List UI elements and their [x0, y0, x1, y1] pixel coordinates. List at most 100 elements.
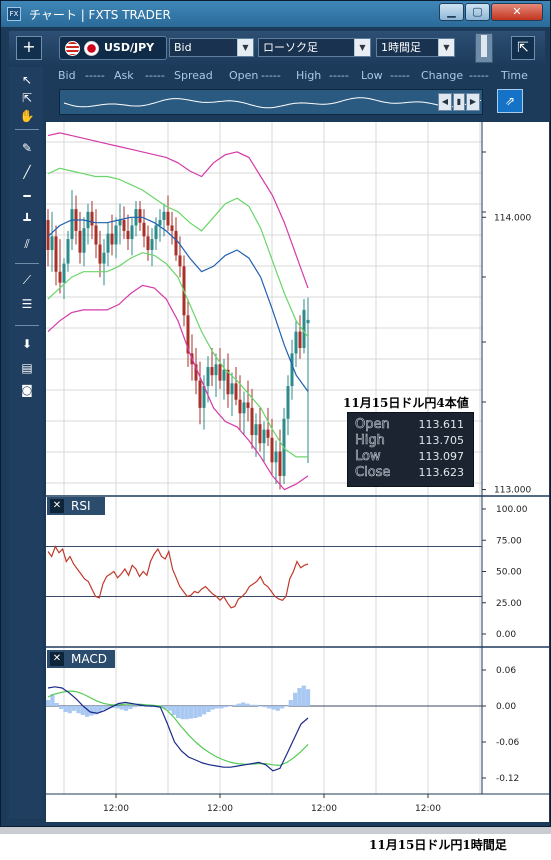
- macd-histogram-bar: [132, 706, 137, 708]
- macd-line: [47, 686, 309, 772]
- auto-scroll-button[interactable]: ⇗: [497, 89, 523, 113]
- toolbar-scroll-thumb[interactable]: [481, 35, 487, 57]
- open-value: -----: [261, 69, 281, 82]
- bollinger-mid-lower-line: [47, 252, 308, 458]
- time-tick-label: 12:00: [207, 804, 233, 814]
- close-button[interactable]: ✕: [491, 3, 543, 21]
- macd-histogram-bar: [245, 703, 250, 706]
- macd-histogram-bar: [228, 706, 233, 707]
- close-value: 113.623: [418, 466, 465, 479]
- add-chart-button[interactable]: +: [16, 36, 42, 60]
- time-tick-label: 12:00: [311, 804, 337, 814]
- macd-histogram-bar: [50, 694, 55, 706]
- app-logo-icon: FX: [7, 7, 21, 21]
- candle-body: [126, 230, 130, 240]
- scroll-right-button[interactable]: ▶: [466, 93, 480, 111]
- macd-histogram-bar: [119, 706, 124, 710]
- candle-body: [234, 383, 238, 400]
- candle-body: [62, 263, 66, 283]
- crosshair-pointer-icon[interactable]: ⇱: [21, 91, 33, 105]
- overview-sparkline: [63, 97, 482, 109]
- title-bar[interactable]: FX チャート | FXTS TRADER ▁ ▢ ✕: [1, 1, 550, 27]
- macd-histogram-bar: [306, 689, 311, 706]
- macd-histogram-bar: [85, 706, 90, 717]
- macd-histogram-bar: [67, 706, 72, 714]
- rsi-line: [47, 545, 309, 609]
- pencil-icon[interactable]: ✎: [21, 141, 33, 155]
- macd-histogram-bar: [54, 703, 59, 706]
- macd-histogram-bar: [219, 706, 224, 709]
- macd-histogram-bar: [180, 706, 185, 720]
- macd-histogram-bar: [128, 706, 133, 709]
- rsi-tick-label: 25.00: [496, 599, 522, 609]
- candle-body: [258, 424, 262, 444]
- period-select[interactable]: 1時間足 ▼: [376, 38, 455, 57]
- trendline-icon[interactable]: ╱: [23, 165, 31, 179]
- vertical-line-icon[interactable]: ┻: [23, 213, 31, 227]
- candle-body: [130, 225, 134, 240]
- candle-body: [114, 225, 118, 245]
- expand-arrow-button[interactable]: ⇱: [511, 36, 535, 60]
- minimize-button[interactable]: ▁: [439, 3, 464, 21]
- macd-histogram-bar: [241, 702, 246, 706]
- candle-body: [246, 402, 250, 408]
- rsi-panel-tab: ✕ RSI: [47, 497, 105, 515]
- scroll-left-button[interactable]: ◀: [438, 93, 452, 111]
- camera-icon[interactable]: ◙: [21, 383, 33, 397]
- low-label: Low: [355, 449, 381, 465]
- macd-histogram-bar: [141, 706, 146, 707]
- ohlc-caption: 11月15日ドル円4本値: [343, 396, 469, 410]
- chart-type-select[interactable]: ローソク足 ▼: [258, 38, 371, 57]
- macd-histogram-bar: [223, 706, 228, 708]
- candle-body: [206, 367, 210, 387]
- pointer-icon[interactable]: ↖: [21, 73, 33, 87]
- candle-body: [118, 220, 122, 226]
- parallel-lines-icon[interactable]: ⫽: [24, 237, 30, 251]
- macd-histogram-bar: [93, 706, 98, 715]
- window-bottom-border: [0, 827, 551, 834]
- candle-body: [218, 364, 222, 381]
- candle-body: [238, 399, 242, 414]
- download-icon[interactable]: ⬇: [21, 337, 33, 351]
- candle-body: [66, 239, 70, 264]
- macd-histogram-bar: [184, 706, 189, 720]
- ohlc-tooltip: Open 113.611 High 113.705 Low 113.097 Cl…: [347, 412, 474, 487]
- candle-body: [194, 364, 198, 381]
- candle-body: [90, 211, 94, 226]
- candle-body: [178, 255, 182, 267]
- currency-pair-label: USD/JPY: [104, 41, 155, 54]
- macd-histogram-bar: [275, 706, 280, 711]
- list-icon[interactable]: ▤: [21, 361, 33, 375]
- macd-histogram-bar: [102, 706, 107, 710]
- macd-histogram-bar: [293, 692, 298, 706]
- currency-pair-button[interactable]: USD/JPY: [59, 36, 167, 60]
- fibonacci-icon[interactable]: ☰: [21, 297, 33, 311]
- candle-body: [166, 211, 170, 226]
- macd-panel-tab: ✕ MACD: [47, 650, 115, 668]
- chart-canvas[interactable]: 114.000 113.000 100.00 75.00 50.00 25.00 0.00 0…: [46, 122, 549, 822]
- low-value: -----: [390, 69, 410, 82]
- rsi-close-icon[interactable]: ✕: [50, 499, 64, 513]
- hand-icon[interactable]: ✋: [19, 109, 35, 123]
- candle-body: [82, 228, 86, 253]
- candle-body: [302, 309, 306, 348]
- high-value: 113.705: [418, 434, 465, 447]
- candle-body: [54, 236, 58, 272]
- macd-histogram-bar: [72, 706, 77, 711]
- candle-body: [58, 271, 62, 283]
- macd-histogram-bar: [254, 704, 259, 706]
- candle-body: [262, 429, 266, 444]
- fan-icon[interactable]: ⟋: [22, 273, 32, 287]
- price-type-select[interactable]: Bid ▼: [169, 38, 254, 57]
- candle-body: [202, 386, 206, 408]
- horizontal-line-icon[interactable]: ━: [23, 189, 31, 203]
- time-tick-label: 12:00: [415, 804, 441, 814]
- overview-navigator[interactable]: [59, 89, 483, 115]
- navigator-handle[interactable]: ▮: [453, 93, 465, 111]
- maximize-button[interactable]: ▢: [465, 3, 490, 21]
- macd-close-icon[interactable]: ✕: [50, 652, 64, 666]
- rsi-tick-label: 50.00: [496, 568, 522, 578]
- macd-histogram-bar: [137, 706, 142, 707]
- drawing-tools-sidebar: ↖ ⇱ ✋ ✎ ╱ ━ ┻ ⫽ ⟋ ☰ ⬇ ▤ ◙: [9, 67, 43, 819]
- candle-body: [186, 315, 190, 354]
